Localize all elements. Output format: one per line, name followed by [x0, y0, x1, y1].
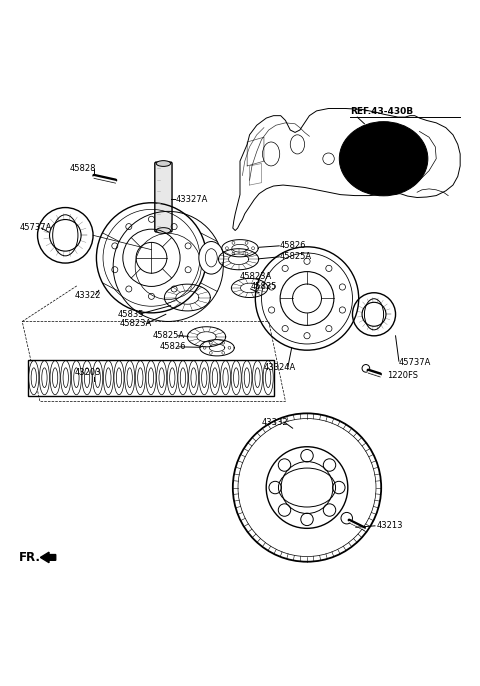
Circle shape [362, 364, 370, 372]
Text: 45835: 45835 [118, 310, 144, 319]
Ellipse shape [50, 361, 60, 394]
Ellipse shape [263, 361, 273, 394]
Ellipse shape [220, 361, 230, 394]
Ellipse shape [29, 361, 39, 394]
Ellipse shape [93, 361, 103, 394]
Text: 45825A: 45825A [279, 252, 312, 261]
Ellipse shape [114, 361, 124, 394]
Ellipse shape [82, 361, 92, 394]
Ellipse shape [252, 361, 263, 394]
Ellipse shape [178, 361, 188, 394]
FancyArrow shape [40, 552, 56, 563]
Ellipse shape [156, 228, 170, 233]
Text: REF.43-430B: REF.43-430B [350, 106, 413, 116]
Text: 45826: 45826 [279, 241, 306, 250]
Ellipse shape [60, 361, 71, 394]
Text: 45825A: 45825A [153, 331, 185, 340]
Text: 45737A: 45737A [399, 357, 431, 366]
Text: 43203: 43203 [75, 368, 101, 377]
Text: 43327A: 43327A [175, 195, 208, 204]
Ellipse shape [125, 361, 135, 394]
Text: 43332: 43332 [262, 418, 288, 427]
Ellipse shape [339, 121, 428, 196]
Ellipse shape [156, 161, 170, 167]
Ellipse shape [135, 361, 145, 394]
Text: 45828: 45828 [70, 164, 96, 173]
Ellipse shape [242, 361, 252, 394]
Ellipse shape [199, 241, 224, 274]
Text: 45823A: 45823A [240, 272, 272, 281]
Text: 1220FS: 1220FS [387, 371, 419, 380]
Text: 43322: 43322 [75, 291, 101, 300]
Ellipse shape [199, 361, 209, 394]
Ellipse shape [39, 361, 49, 394]
Ellipse shape [103, 361, 113, 394]
Ellipse shape [72, 361, 82, 394]
Text: 43324A: 43324A [264, 364, 296, 372]
Ellipse shape [156, 361, 167, 394]
Text: 45737A: 45737A [20, 223, 52, 232]
FancyBboxPatch shape [155, 162, 172, 232]
Ellipse shape [167, 361, 177, 394]
Text: 45826: 45826 [159, 342, 186, 351]
Circle shape [341, 512, 352, 524]
Text: 45823A: 45823A [120, 320, 152, 329]
Ellipse shape [189, 361, 199, 394]
Text: FR.: FR. [19, 551, 41, 564]
Text: 45835: 45835 [251, 282, 277, 291]
Ellipse shape [210, 361, 220, 394]
Ellipse shape [146, 361, 156, 394]
Ellipse shape [231, 361, 241, 394]
Text: 43213: 43213 [376, 521, 403, 530]
